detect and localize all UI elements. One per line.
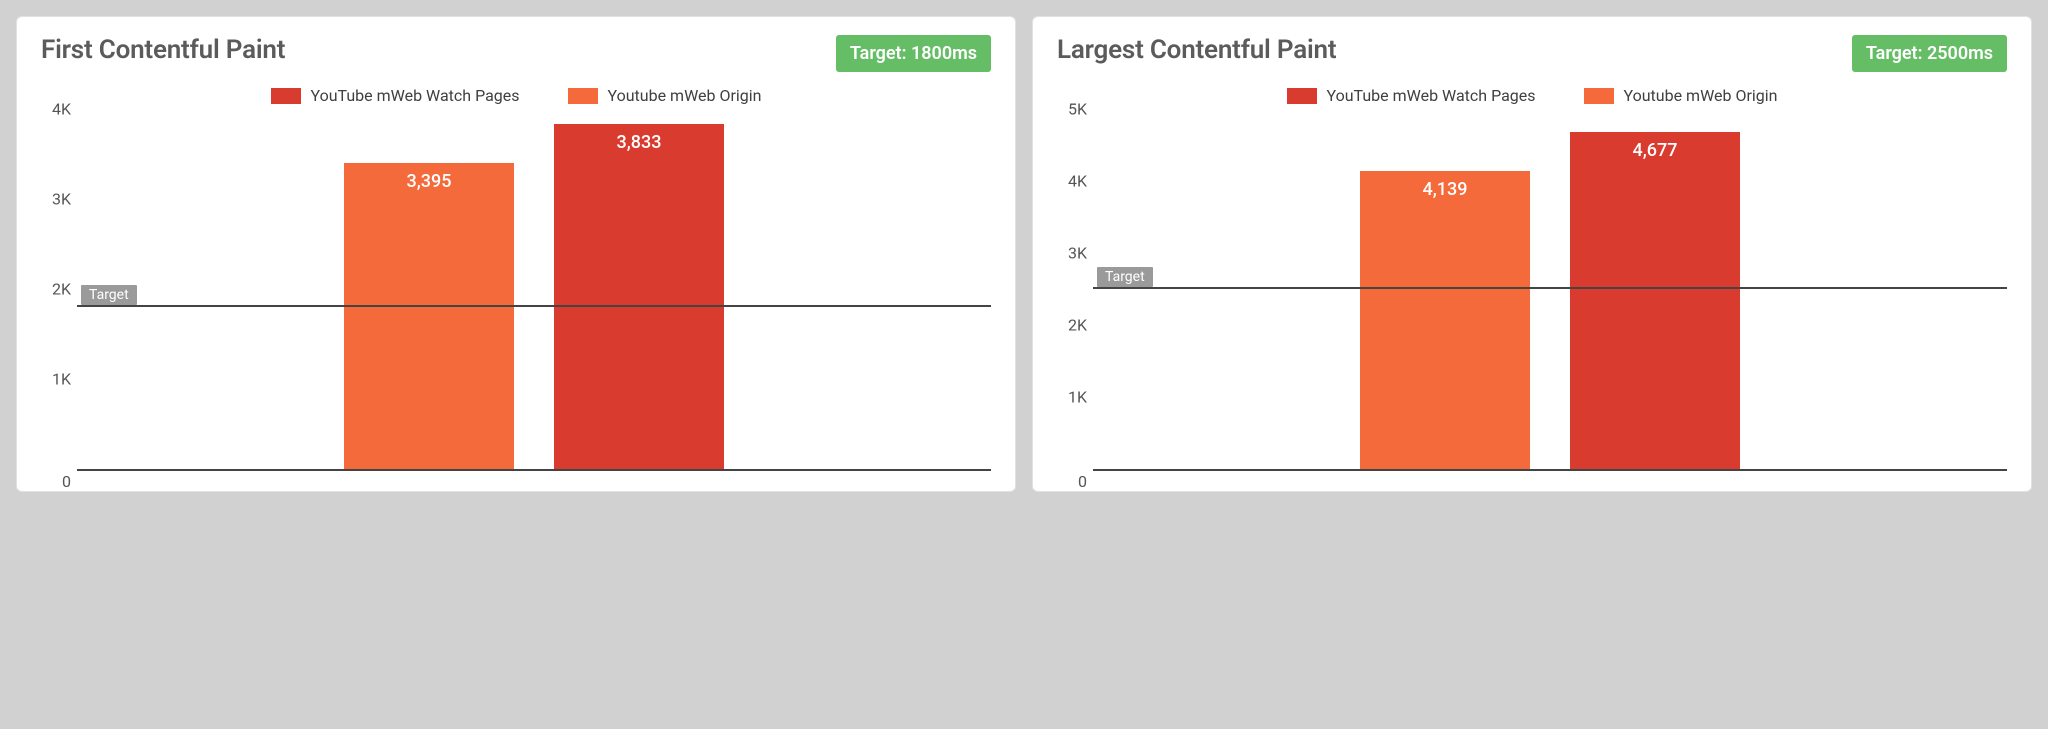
y-tick-label: 1K [1057, 388, 1087, 407]
bar-value-label: 3,833 [554, 132, 724, 153]
y-tick-label: 2K [1057, 316, 1087, 335]
bar: 3,833 [554, 124, 724, 469]
panel-title: First Contentful Paint [41, 35, 285, 65]
legend-swatch-icon [1584, 88, 1614, 104]
target-badge: Target: 1800ms [836, 35, 991, 72]
bars-group: 3,395 3,833 [77, 111, 991, 469]
chart-area: 01K2K3K4K3,3953,833Target [41, 111, 991, 471]
legend-label: Youtube mWeb Origin [608, 86, 762, 105]
legend-swatch-icon [271, 88, 301, 104]
bar: 4,139 [1360, 171, 1530, 469]
chart-legend: YouTube mWeb Watch Pages Youtube mWeb Or… [1057, 86, 2007, 105]
legend-label: Youtube mWeb Origin [1624, 86, 1778, 105]
y-tick-label: 4K [1057, 172, 1087, 191]
y-tick-label: 3K [41, 190, 71, 209]
target-line: Target [1093, 287, 2007, 289]
bar-value-label: 4,677 [1570, 140, 1740, 161]
bars-group: 4,139 4,677 [1093, 111, 2007, 469]
lcp-panel: Largest Contentful Paint Target: 2500ms … [1032, 16, 2032, 492]
panel-title: Largest Contentful Paint [1057, 35, 1336, 65]
y-tick-label: 2K [41, 280, 71, 299]
legend-item: Youtube mWeb Origin [568, 86, 762, 105]
bar: 3,395 [344, 163, 514, 469]
bar-value-label: 3,395 [344, 171, 514, 192]
legend-swatch-icon [568, 88, 598, 104]
target-line: Target [77, 305, 991, 307]
y-tick-label: 5K [1057, 100, 1087, 119]
plot: 01K2K3K4K5K4,1394,677Target [1093, 111, 2007, 471]
target-line-label: Target [1097, 267, 1153, 287]
legend-label: YouTube mWeb Watch Pages [311, 86, 520, 105]
panel-header: First Contentful Paint Target: 1800ms [41, 35, 991, 72]
panel-header: Largest Contentful Paint Target: 2500ms [1057, 35, 2007, 72]
target-line-label: Target [81, 285, 137, 305]
legend-label: YouTube mWeb Watch Pages [1327, 86, 1536, 105]
fcp-panel: First Contentful Paint Target: 1800ms Yo… [16, 16, 1016, 492]
chart-area: 01K2K3K4K5K4,1394,677Target [1057, 111, 2007, 471]
panels-row: First Contentful Paint Target: 1800ms Yo… [16, 16, 2032, 492]
y-tick-label: 3K [1057, 244, 1087, 263]
bar: 4,677 [1570, 132, 1740, 469]
legend-item: Youtube mWeb Origin [1584, 86, 1778, 105]
y-tick-label: 4K [41, 100, 71, 119]
y-tick-label: 0 [41, 472, 71, 491]
y-tick-label: 0 [1057, 472, 1087, 491]
chart-legend: YouTube mWeb Watch Pages Youtube mWeb Or… [41, 86, 991, 105]
plot: 01K2K3K4K3,3953,833Target [77, 111, 991, 471]
y-tick-label: 1K [41, 370, 71, 389]
legend-item: YouTube mWeb Watch Pages [1287, 86, 1536, 105]
legend-swatch-icon [1287, 88, 1317, 104]
target-badge: Target: 2500ms [1852, 35, 2007, 72]
legend-item: YouTube mWeb Watch Pages [271, 86, 520, 105]
bar-value-label: 4,139 [1360, 179, 1530, 200]
